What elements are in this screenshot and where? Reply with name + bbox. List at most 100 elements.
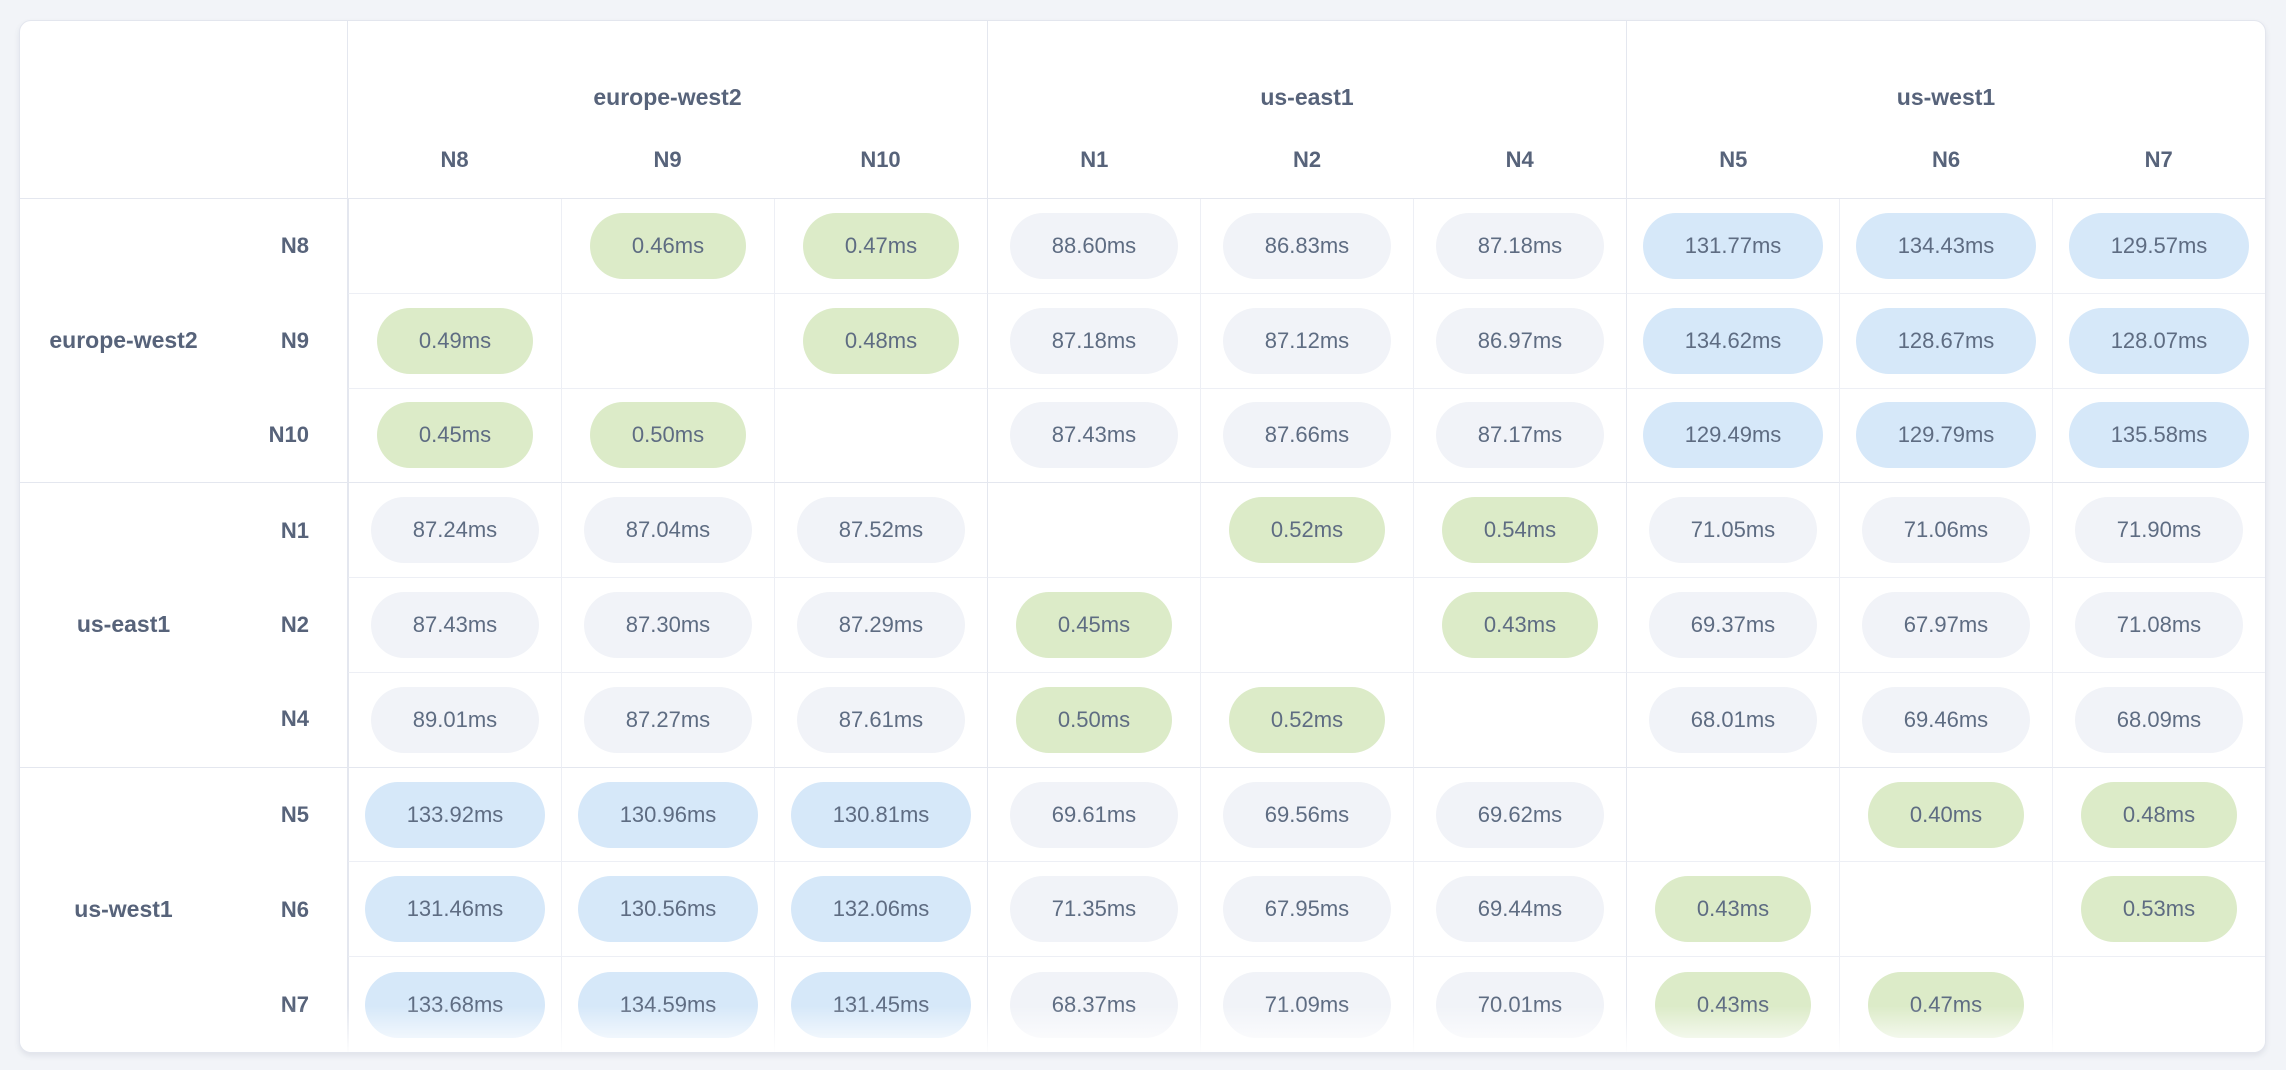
latency-cell-n1-n8: 87.24ms: [348, 483, 561, 579]
latency-cell-n5-n1: 69.61ms: [987, 767, 1200, 863]
latency-cell-n6-n7: 0.53ms: [2052, 862, 2265, 958]
row-node-label-n6: N6: [280, 896, 309, 922]
latency-cell-n7-n2: 71.09ms: [1200, 957, 1413, 1052]
column-node-label-n2: N2: [1292, 147, 1322, 172]
latency-cell-n4-n9: 87.27ms: [561, 672, 774, 768]
row-group-header-europe-west2: europe-west2 N8 N9 N10: [20, 199, 348, 484]
row-node-label-n4: N4: [280, 706, 309, 732]
latency-value-pill: 87.17ms: [1435, 402, 1605, 469]
latency-cell-n2-n2: [1200, 578, 1413, 673]
row-node-label-n8: N8: [280, 233, 309, 259]
latency-cell-n6-n10: 132.06ms: [774, 862, 987, 958]
latency-cell-n9-n4: 86.97ms: [1413, 293, 1626, 389]
latency-cell-n5-n9: 130.96ms: [561, 767, 774, 863]
latency-value-pill: 0.45ms: [376, 402, 534, 469]
latency-value-pill: 0.52ms: [1228, 686, 1386, 753]
latency-value-pill: 68.37ms: [1009, 971, 1179, 1038]
latency-value-pill: 68.01ms: [1648, 686, 1818, 753]
latency-cell-n6-n9: 130.56ms: [561, 862, 774, 958]
latency-value-pill: 0.43ms: [1654, 971, 1812, 1038]
latency-cell-n10-n1: 87.43ms: [987, 388, 1200, 484]
latency-value-pill: 0.49ms: [376, 307, 534, 374]
latency-cell-n1-n9: 87.04ms: [561, 483, 774, 579]
latency-value-pill: 87.04ms: [583, 497, 753, 564]
latency-matrix-card: europe-west2 N8 N9 N10 us-east1 N1 N2 N4 us-west…: [19, 20, 2266, 1053]
column-node-label-n4: N4: [1505, 147, 1534, 172]
latency-value-pill: 71.35ms: [1009, 876, 1179, 943]
latency-cell-n5-n8: 133.92ms: [348, 767, 561, 863]
latency-value-pill: 87.52ms: [796, 497, 966, 564]
latency-cell-n9-n6: 128.67ms: [1839, 293, 2052, 389]
latency-value-pill: 134.62ms: [1642, 307, 1824, 374]
latency-value-pill: 0.40ms: [1867, 781, 2025, 848]
latency-cell-n10-n4: 87.17ms: [1413, 388, 1626, 484]
row-region-label: europe-west2: [49, 327, 198, 354]
latency-cell-n9-n1: 87.18ms: [987, 293, 1200, 389]
row-node-labels: N1 N2 N4: [227, 483, 347, 766]
latency-cell-n4-n7: 68.09ms: [2052, 672, 2265, 768]
latency-cell-n1-n1: [987, 483, 1200, 579]
latency-value-pill: 87.66ms: [1222, 402, 1392, 469]
latency-value-pill: 0.43ms: [1654, 876, 1812, 943]
latency-cell-n6-n2: 67.95ms: [1200, 862, 1413, 958]
latency-value-pill: 128.67ms: [1855, 307, 2037, 374]
column-node-label-n5: N5: [1719, 147, 1748, 172]
column-region-label: europe-west2: [593, 84, 742, 110]
latency-value-pill: 88.60ms: [1009, 212, 1179, 279]
latency-value-pill: 70.01ms: [1435, 971, 1605, 1038]
latency-value-pill: 71.06ms: [1861, 497, 2031, 564]
latency-cell-n9-n8: 0.49ms: [348, 293, 561, 389]
column-node-label-n8: N8: [440, 147, 469, 172]
latency-value-pill: 69.56ms: [1222, 781, 1392, 848]
latency-cell-n4-n8: 89.01ms: [348, 672, 561, 768]
latency-cell-n7-n1: 68.37ms: [987, 957, 1200, 1052]
latency-value-pill: 86.97ms: [1435, 307, 1605, 374]
column-group-header-europe-west2: europe-west2 N8 N9 N10: [348, 21, 987, 199]
latency-value-pill: 87.43ms: [1009, 402, 1179, 469]
latency-cell-n10-n9: 0.50ms: [561, 388, 774, 484]
latency-value-pill: 133.92ms: [364, 781, 546, 848]
latency-cell-n7-n4: 70.01ms: [1413, 957, 1626, 1052]
latency-cell-n5-n6: 0.40ms: [1839, 767, 2052, 863]
latency-cell-n1-n2: 0.52ms: [1200, 483, 1413, 579]
latency-value-pill: 67.95ms: [1222, 876, 1392, 943]
row-region-label: us-west1: [74, 896, 173, 923]
latency-value-pill: 67.97ms: [1861, 591, 2031, 658]
column-node-label-n7: N7: [2144, 147, 2173, 172]
latency-cell-n9-n5: 134.62ms: [1626, 293, 1839, 389]
latency-value-pill: 69.61ms: [1009, 781, 1179, 848]
latency-value-pill: 89.01ms: [370, 686, 540, 753]
latency-value-pill: 0.48ms: [2080, 781, 2238, 848]
latency-value-pill: 71.08ms: [2074, 591, 2244, 658]
latency-value-pill: 131.45ms: [790, 971, 972, 1038]
latency-value-pill: 87.29ms: [796, 591, 966, 658]
latency-cell-n10-n6: 129.79ms: [1839, 388, 2052, 484]
column-node-labels: N1 N2 N4: [988, 145, 1626, 175]
latency-cell-n8-n8: [348, 199, 561, 294]
row-node-label-n2: N2: [280, 611, 309, 637]
latency-cell-n4-n6: 69.46ms: [1839, 672, 2052, 768]
latency-value-pill: 128.07ms: [2068, 307, 2250, 374]
latency-cell-n9-n10: 0.48ms: [774, 293, 987, 389]
latency-value-pill: 0.46ms: [589, 212, 747, 279]
row-region-label: us-east1: [76, 611, 171, 638]
latency-value-pill: 134.43ms: [1855, 212, 2037, 279]
latency-cell-n6-n6: [1839, 862, 2052, 958]
latency-cell-n6-n8: 131.46ms: [348, 862, 561, 958]
latency-value-pill: 129.79ms: [1855, 402, 2037, 469]
latency-value-pill: 0.50ms: [589, 402, 747, 469]
latency-cell-n2-n7: 71.08ms: [2052, 578, 2265, 673]
latency-value-pill: 0.53ms: [2080, 876, 2238, 943]
latency-value-pill: 134.59ms: [577, 971, 759, 1038]
column-node-label-n9: N9: [653, 147, 682, 172]
latency-cell-n7-n7: [2052, 957, 2265, 1052]
latency-value-pill: 135.58ms: [2068, 402, 2250, 469]
column-group-header-us-east1: us-east1 N1 N2 N4: [987, 21, 1626, 199]
column-group-header-us-west1: us-west1 N5 N6 N7: [1626, 21, 2265, 199]
latency-cell-n8-n5: 131.77ms: [1626, 199, 1839, 294]
latency-cell-n4-n5: 68.01ms: [1626, 672, 1839, 768]
latency-value-pill: 69.44ms: [1435, 876, 1605, 943]
latency-value-pill: 69.37ms: [1648, 591, 1818, 658]
latency-cell-n10-n5: 129.49ms: [1626, 388, 1839, 484]
latency-cell-n8-n6: 134.43ms: [1839, 199, 2052, 294]
